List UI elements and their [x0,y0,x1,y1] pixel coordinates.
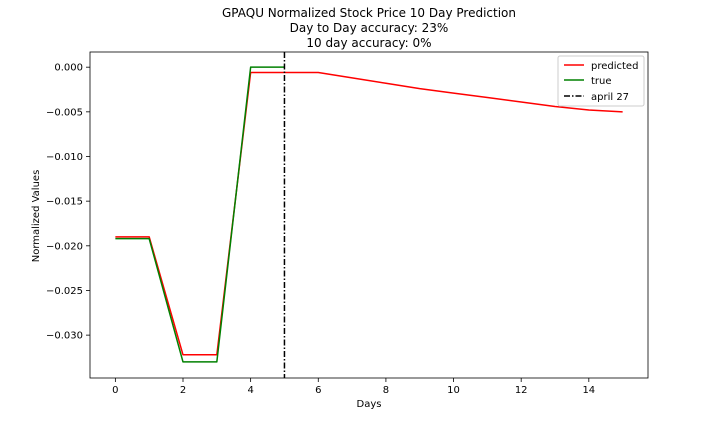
chart-title-line-1: GPAQU Normalized Stock Price 10 Day Pred… [222,6,516,20]
legend: predicted true april 27 [557,55,645,107]
legend-label-predicted: predicted [591,61,638,72]
x-tick-label: 6 [315,385,321,396]
x-tick-label: 14 [582,385,595,396]
y-tick-label: −0.030 [46,331,83,342]
y-tick-label: −0.015 [46,197,83,208]
y-tick-label: −0.025 [46,286,83,297]
legend-label-true: true [591,76,612,87]
chart-title-line-3: 10 day accuracy: 0% [306,36,431,50]
legend-label-april-27: april 27 [591,92,629,103]
x-axis-label: Days [357,399,382,410]
legend-box [557,55,645,107]
chart-title-line-2: Day to Day accuracy: 23% [290,21,449,35]
x-tick-label: 12 [515,385,528,396]
plot-frame [89,51,649,379]
series-line-predicted [115,71,623,356]
x-axis: 0 2 4 6 8 10 12 14 [112,378,595,396]
y-tick-label: 0.000 [54,63,83,74]
x-tick-label: 2 [180,385,186,396]
y-tick-label: −0.020 [46,241,83,252]
x-tick-label: 4 [247,385,253,396]
y-axis-label: Normalized Values [31,170,42,263]
chart-title: GPAQU Normalized Stock Price 10 Day Pred… [222,6,516,50]
y-tick-label: −0.005 [46,107,83,118]
plot-area [89,51,649,379]
series-line-true [115,66,285,363]
y-axis: 0.000 −0.005 −0.010 −0.015 −0.020 −0.025 −0.03… [46,63,90,342]
x-tick-label: 8 [383,385,389,396]
y-tick-label: −0.010 [46,152,83,163]
x-tick-label: 0 [112,385,118,396]
x-tick-label: 10 [447,385,460,396]
